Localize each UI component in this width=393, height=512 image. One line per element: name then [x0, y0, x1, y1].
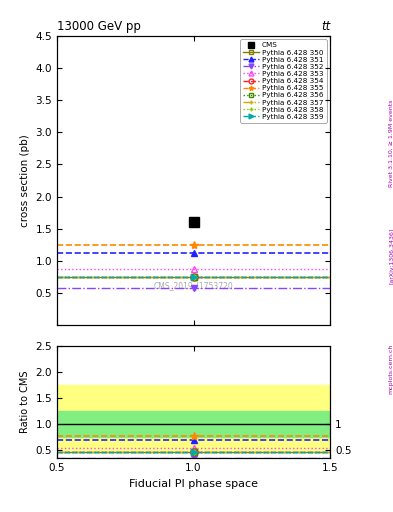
Bar	[57, 385, 330, 451]
X-axis label: Fiducial PI phase space: Fiducial PI phase space	[129, 479, 258, 488]
Text: [arXiv:1306.3436]: [arXiv:1306.3436]	[389, 228, 393, 284]
Text: CMS_2019_I1753720: CMS_2019_I1753720	[154, 282, 233, 290]
Text: mcplots.cern.ch: mcplots.cern.ch	[389, 344, 393, 394]
Y-axis label: cross section (pb): cross section (pb)	[20, 134, 30, 227]
Text: 13000 GeV pp: 13000 GeV pp	[57, 20, 141, 33]
Y-axis label: Ratio to CMS: Ratio to CMS	[20, 371, 30, 433]
Bar	[57, 411, 330, 437]
Text: Rivet 3.1.10, ≥ 1.9M events: Rivet 3.1.10, ≥ 1.9M events	[389, 100, 393, 187]
Legend: CMS, Pythia 6.428 350, Pythia 6.428 351, Pythia 6.428 352, Pythia 6.428 353, Pyt: CMS, Pythia 6.428 350, Pythia 6.428 351,…	[241, 39, 327, 123]
Text: tt: tt	[321, 20, 330, 33]
